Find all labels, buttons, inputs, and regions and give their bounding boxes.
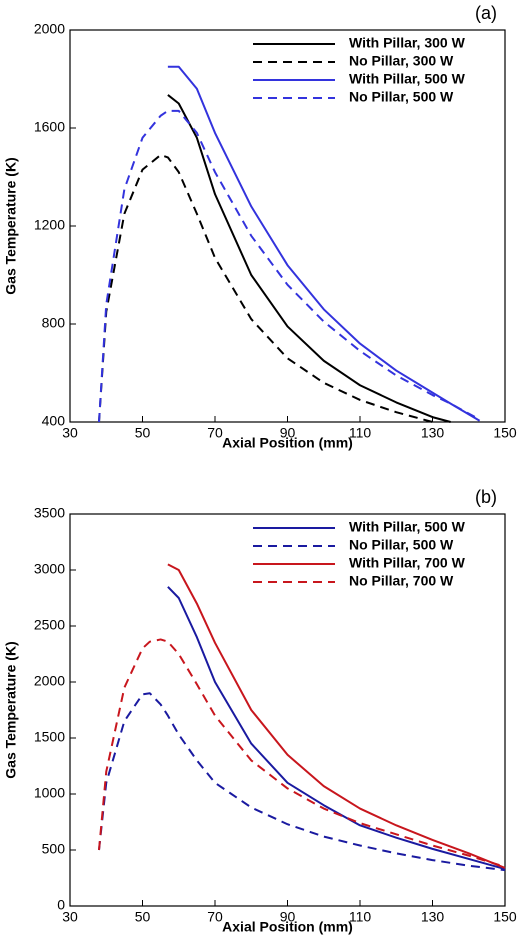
series-line <box>167 586 506 871</box>
x-tick-label: 50 <box>135 425 151 441</box>
y-tick-label: 2000 <box>34 21 65 37</box>
y-tick-label: 0 <box>57 897 65 913</box>
panel-label: (a) <box>475 3 497 23</box>
y-tick-label: 3500 <box>34 505 65 521</box>
y-tick-label: 2000 <box>34 673 65 689</box>
x-tick-label: 110 <box>349 425 372 441</box>
y-tick-label: 1500 <box>34 729 65 745</box>
x-tick-label: 130 <box>421 909 445 925</box>
x-tick-label: 130 <box>421 425 445 441</box>
y-tick-label: 3000 <box>34 561 65 577</box>
legend-label: No Pillar, 300 W <box>349 53 454 69</box>
y-tick-label: 1000 <box>34 785 65 801</box>
x-tick-label: 30 <box>62 909 78 925</box>
series-line <box>98 153 433 423</box>
legend-label: No Pillar, 500 W <box>349 89 454 105</box>
legend-label: With Pillar, 500 W <box>349 519 466 535</box>
x-axis-label: Axial Position (mm) <box>222 435 353 451</box>
x-tick-label: 90 <box>280 425 296 441</box>
x-tick-label: 150 <box>493 425 517 441</box>
x-axis-label: Axial Position (mm) <box>222 919 353 935</box>
y-axis-label: Gas Temperature (K) <box>3 157 19 294</box>
x-tick-label: 50 <box>135 909 151 925</box>
x-tick-label: 30 <box>62 425 78 441</box>
x-tick-label: 70 <box>207 909 223 925</box>
y-tick-label: 1200 <box>34 217 65 233</box>
panel-label: (b) <box>475 487 497 507</box>
legend-label: With Pillar, 300 W <box>349 35 466 51</box>
legend-label: No Pillar, 500 W <box>349 537 454 553</box>
y-tick-label: 500 <box>42 841 66 857</box>
y-tick-label: 400 <box>42 413 66 429</box>
y-axis-label: Gas Temperature (K) <box>3 641 19 778</box>
series-line <box>167 563 506 869</box>
x-tick-label: 150 <box>493 909 517 925</box>
y-tick-label: 2500 <box>34 617 65 633</box>
series-line <box>167 65 481 422</box>
series-line <box>98 109 481 423</box>
series-line <box>98 692 506 872</box>
legend-label: With Pillar, 500 W <box>349 71 466 87</box>
x-tick-label: 70 <box>207 425 223 441</box>
legend-label: With Pillar, 700 W <box>349 555 466 571</box>
legend-label: No Pillar, 700 W <box>349 573 454 589</box>
series-line <box>98 638 506 868</box>
x-tick-label: 110 <box>349 909 372 925</box>
x-tick-label: 90 <box>280 909 296 925</box>
y-tick-label: 1600 <box>34 119 65 135</box>
series-line <box>167 94 451 423</box>
y-tick-label: 800 <box>42 315 66 331</box>
